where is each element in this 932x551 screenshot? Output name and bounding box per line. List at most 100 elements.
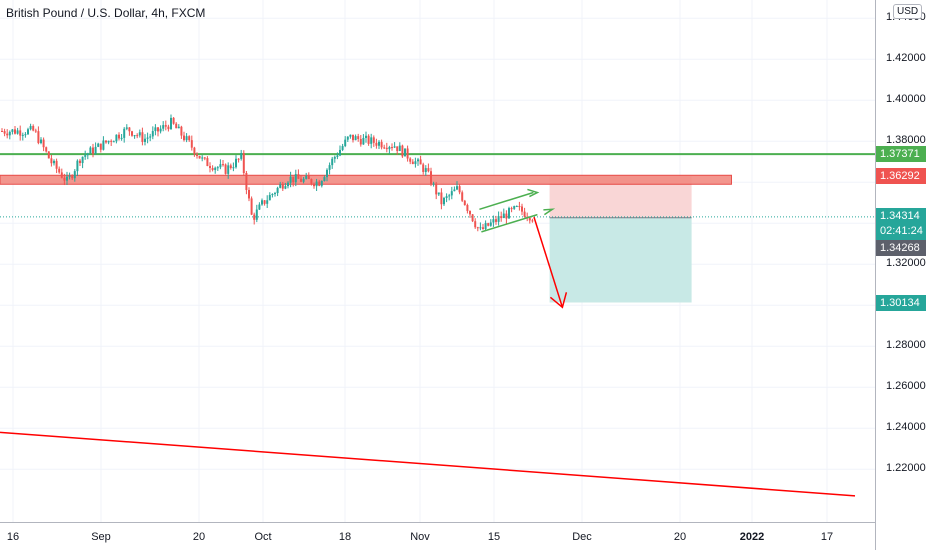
symbol-title[interactable]: British Pound / U.S. Dollar, 4h, FXCM [6,6,206,20]
candle-body [453,189,456,192]
long-trendline [0,431,856,497]
candle-body [235,158,237,168]
candle-body [125,127,128,129]
price-tick-label: 1.28000 [886,339,926,352]
candle-body [211,168,214,170]
candle-body [250,198,253,215]
candle-body [92,147,94,154]
candle-body [492,219,495,223]
chart-canvas[interactable] [0,0,875,522]
candle-body [336,155,339,157]
candle-body [102,140,105,150]
candle-body [281,184,284,189]
candle-body [406,148,409,159]
candle-body [188,136,191,141]
candle-body [518,206,521,208]
candle-body [396,146,399,152]
candle-body [219,164,222,168]
candle-body [508,208,510,219]
candle-body [110,140,113,142]
candle-body [331,158,334,166]
candle-body [183,135,185,141]
candle-body [263,200,266,204]
candle-body [448,195,451,197]
candle-body [29,126,32,130]
candle-body [528,217,531,221]
candle-body [177,126,180,129]
candle-body [435,183,438,195]
candle-body [133,135,136,137]
candle-body [318,181,321,186]
candle-body [531,220,534,222]
candle-body [172,117,175,124]
candle-body [388,147,391,150]
candle-body [27,129,29,135]
candle-body [274,193,276,195]
candle-body [224,164,227,174]
candle-body [463,200,466,205]
candle-body [362,137,365,145]
time-scale[interactable]: 16 Sep 20 Oct 18 Nov 15 Dec 20 2022 17 [0,522,875,551]
candle-body [1,131,3,132]
candle-body [302,178,305,182]
time-tick-label: 18 [338,531,352,543]
candle-body [315,181,318,187]
price-tick-label: 1.32000 [886,257,926,270]
candle-body [63,177,66,181]
candle-body [515,206,518,208]
candle-body [71,175,74,179]
candle-body [170,117,172,130]
candle-body [359,139,362,145]
candle-body [474,221,477,228]
candle-body [398,145,401,152]
candle-body [58,168,61,173]
candle-body [409,158,412,162]
candle-body [164,125,167,127]
candle-body [32,126,35,131]
candle-body [346,136,349,140]
candle-body [151,131,154,137]
time-tick-label: Sep [91,531,111,543]
candle-body [198,155,201,159]
candle-body [445,196,448,198]
candle-body [372,137,375,143]
time-tick-label: Oct [254,531,272,543]
candle-body [146,137,149,139]
candle-body [216,167,219,169]
candle-body [375,142,378,146]
candle-body [365,135,367,138]
candle-body [466,204,469,211]
chart-pane[interactable]: British Pound / U.S. Dollar, 4h, FXCM [0,0,875,522]
candle-body [190,140,193,148]
candle-body [11,129,14,132]
candle-body [489,222,492,226]
price-tick-label: 1.22000 [886,462,926,475]
candle-body [196,154,198,156]
price-scale[interactable]: 1.440001.420001.400001.380001.360001.340… [875,0,932,550]
candle-body [185,136,188,141]
time-tick-label: 15 [487,531,501,543]
candle-body [97,143,100,147]
candle-body [404,148,406,157]
time-tick-label: 2022 [739,531,765,543]
candle-body [320,180,323,186]
candle-body [497,216,500,222]
candle-body [378,141,380,146]
candle-body [45,147,48,152]
candle-body [60,172,63,178]
candle-body [458,186,461,193]
candle-body [16,130,19,134]
candle-body [55,160,58,169]
candle-body [227,165,230,174]
candle-body [201,157,204,159]
last-price-tag: 1.34314 02:41:24 [876,207,926,240]
candle-body [14,129,16,134]
candle-body [411,161,414,165]
candle-body [229,165,232,168]
candle-body [141,132,144,142]
candle-body [105,140,107,143]
currency-badge[interactable]: USD [893,4,923,19]
last-price-value: 1.34314 [880,209,920,222]
time-tick-label: Dec [572,531,592,543]
